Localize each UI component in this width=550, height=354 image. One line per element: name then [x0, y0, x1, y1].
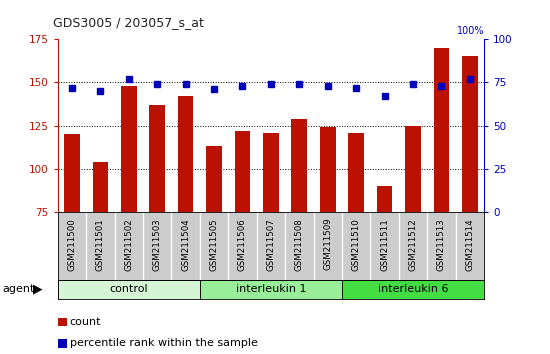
Bar [200, 280, 342, 299]
Text: agent: agent [3, 284, 35, 295]
Text: GSM211512: GSM211512 [409, 218, 417, 270]
Text: GSM211509: GSM211509 [323, 218, 332, 270]
Bar [121, 86, 136, 212]
Text: GSM211504: GSM211504 [181, 218, 190, 270]
Text: GSM211502: GSM211502 [124, 218, 133, 270]
Bar [92, 162, 108, 212]
Text: percentile rank within the sample: percentile rank within the sample [70, 338, 258, 348]
Text: GSM211503: GSM211503 [153, 218, 162, 270]
Text: control: control [109, 284, 148, 295]
Bar [178, 96, 194, 212]
Bar [58, 280, 200, 299]
Text: GSM211500: GSM211500 [68, 218, 76, 270]
Text: GSM211511: GSM211511 [380, 218, 389, 270]
Bar [150, 105, 165, 212]
Text: count: count [70, 317, 101, 327]
Text: GSM211510: GSM211510 [351, 218, 361, 270]
Bar [433, 47, 449, 212]
Bar [320, 127, 336, 212]
Bar [342, 280, 484, 299]
Bar [64, 135, 80, 212]
Text: GDS3005 / 203057_s_at: GDS3005 / 203057_s_at [53, 16, 205, 29]
Bar [462, 56, 477, 212]
Bar [405, 126, 421, 212]
Text: GSM211506: GSM211506 [238, 218, 247, 270]
Bar [292, 119, 307, 212]
Text: ▶: ▶ [32, 283, 42, 296]
Text: GSM211513: GSM211513 [437, 218, 446, 270]
Text: GSM211507: GSM211507 [266, 218, 276, 270]
Bar [235, 131, 250, 212]
Text: GSM211505: GSM211505 [210, 218, 218, 270]
Text: 100%: 100% [456, 26, 484, 36]
Text: interleukin 1: interleukin 1 [235, 284, 306, 295]
Text: GSM211501: GSM211501 [96, 218, 105, 270]
Bar [348, 133, 364, 212]
Bar [206, 147, 222, 212]
Text: GSM211514: GSM211514 [465, 218, 474, 270]
Bar [263, 133, 279, 212]
Text: GSM211508: GSM211508 [295, 218, 304, 270]
Bar [377, 186, 392, 212]
Text: interleukin 6: interleukin 6 [378, 284, 448, 295]
